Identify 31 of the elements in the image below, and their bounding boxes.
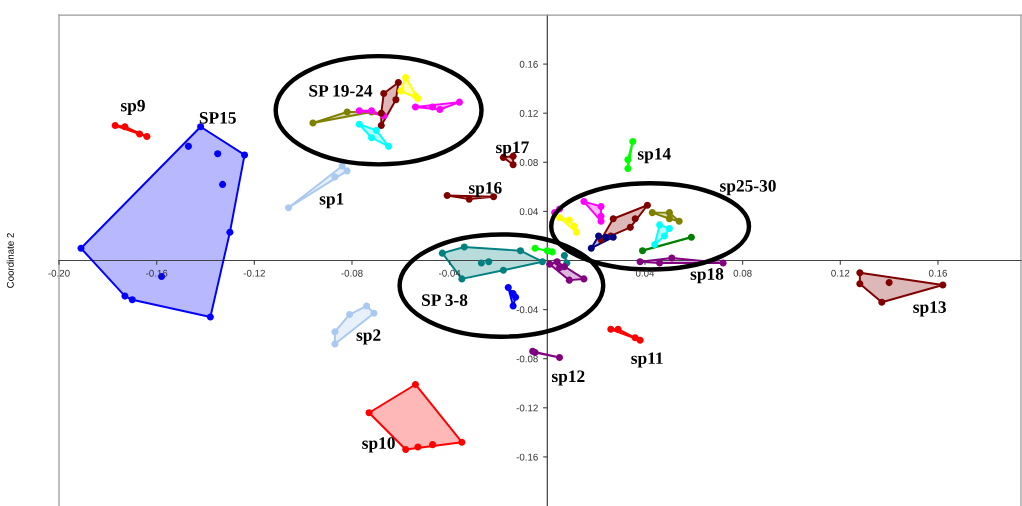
annotation: SP 3-8 (422, 294, 468, 306)
annotation: sp1 (319, 193, 344, 209)
y-axis-title: Coordinate 2 (6, 233, 14, 288)
annotation: sp14 (637, 148, 671, 164)
annotation: sp13 (913, 301, 946, 317)
y-tick-label: 0.16 (519, 60, 538, 68)
y-tick-label: -0.16 (516, 453, 538, 461)
annotation: sp9 (120, 99, 145, 115)
y-tick-label: -0.12 (516, 404, 538, 412)
y-tick-label: -0.08 (516, 355, 538, 363)
x-tick-label: 0.16 (928, 269, 947, 277)
x-tick-label: -0.12 (243, 269, 265, 277)
annotation: sp16 (468, 181, 502, 198)
annotation: SP 19-24 (309, 85, 373, 97)
annotation: sp11 (631, 352, 663, 368)
x-tick-label: 0.08 (733, 269, 752, 277)
annotation: sp18 (690, 268, 724, 284)
annotation: sp2 (356, 329, 381, 345)
x-tick-label: -0.08 (341, 269, 363, 277)
y-tick-label: -0.04 (516, 306, 538, 314)
y-tick-label: 0.12 (519, 109, 538, 117)
x-tick-label: -0.20 (48, 269, 70, 277)
y-tick-label: 0.04 (519, 208, 538, 216)
annotation: SP15 (199, 112, 236, 124)
y-tick-label: 0.08 (519, 159, 538, 166)
annotation: sp10 (362, 437, 395, 453)
annotation: sp25-30 (720, 179, 776, 196)
x-tick-label: 0.12 (831, 269, 850, 277)
x-tick-label: -0.16 (146, 269, 168, 277)
annotation: sp17 (496, 141, 529, 157)
annotation: sp12 (551, 370, 585, 386)
